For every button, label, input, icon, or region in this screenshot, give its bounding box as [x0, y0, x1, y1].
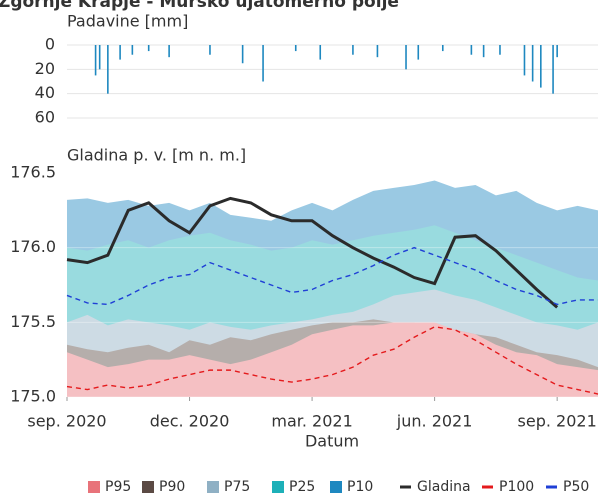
legend-label: P100: [499, 479, 534, 495]
precip-bar: [262, 45, 264, 82]
percentile-band: [67, 322, 598, 397]
precip-bar: [241, 45, 244, 64]
precip-bar: [107, 45, 109, 94]
y-tick-label: 40: [35, 83, 55, 102]
legend-label: P95: [105, 479, 131, 495]
precip-bar: [523, 45, 526, 76]
legend-label: P75: [224, 479, 250, 495]
series-line: [66, 326, 599, 395]
legend-swatch: [142, 481, 154, 493]
y-tick-label: 0: [45, 35, 55, 54]
x-tick-label: dec. 2020: [150, 412, 230, 431]
precip-bar: [94, 45, 97, 76]
precip-bar: [119, 45, 121, 60]
legend-swatch: [88, 481, 100, 493]
series-line: [66, 196, 559, 309]
y-tick-label: 176.0: [10, 237, 56, 256]
precip-bar: [209, 45, 211, 55]
legend-swatch: [207, 481, 219, 493]
precip-bar: [531, 45, 534, 82]
precip-bar: [352, 45, 354, 55]
precip-bar: [441, 45, 444, 52]
precip-bar: [98, 45, 101, 70]
precip-bar: [168, 45, 170, 58]
precip-bar: [294, 45, 297, 52]
precip-bar: [552, 45, 554, 94]
x-tick-label: mar. 2021: [271, 412, 352, 431]
legend-label: Gladina: [417, 479, 471, 495]
precip-bar: [556, 45, 558, 58]
y-tick-label: 175.5: [10, 312, 56, 331]
precip-bar: [405, 45, 407, 70]
legend-label: P10: [347, 479, 373, 495]
legend-label: P50: [563, 479, 589, 495]
legend-label: P25: [289, 479, 315, 495]
x-tick-label: sep. 2021: [518, 412, 597, 431]
y-axis-label: Gladina p. v. [m n. m.]: [67, 146, 246, 165]
precip-bar: [482, 45, 485, 58]
precip-bar: [376, 45, 379, 58]
x-axis-label: Datum: [305, 432, 359, 451]
y-tick-label: 20: [35, 59, 55, 78]
legend-swatch: [272, 481, 284, 493]
y-axis-label: Padavine [mm]: [67, 12, 188, 31]
precip-bar: [319, 45, 322, 60]
precip-bar: [499, 45, 501, 55]
y-tick-label: 176.5: [10, 163, 56, 182]
precip-bar: [147, 45, 150, 52]
y-tick-label: 175.0: [10, 387, 56, 406]
y-tick-label: 60: [35, 108, 55, 127]
precip-bar: [470, 45, 473, 55]
legend-swatch: [330, 481, 342, 493]
chart-title: Zgornje Krapje - Mursko ujatomerno polje: [0, 0, 399, 12]
precip-bar: [131, 45, 134, 55]
x-tick-label: jun. 2021: [396, 412, 473, 431]
precip-bar: [417, 45, 420, 60]
series-line: [66, 246, 598, 306]
x-tick-label: sep. 2020: [27, 412, 106, 431]
precip-bar: [540, 45, 542, 88]
legend-label: P90: [159, 479, 185, 495]
